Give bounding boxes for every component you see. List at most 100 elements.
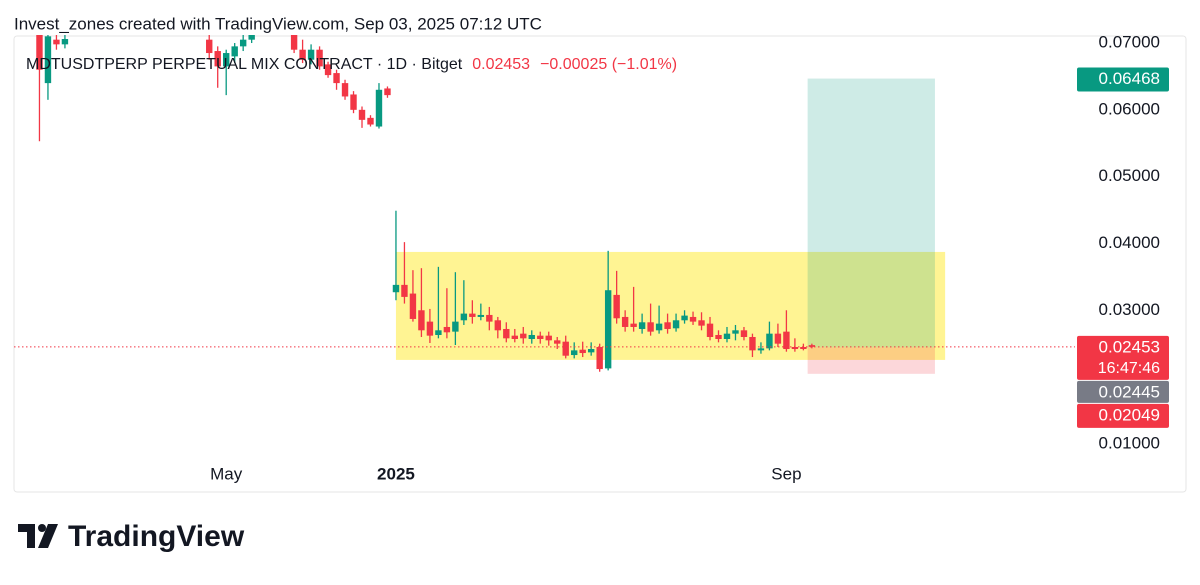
symbol: MDTUSDTPERP PERPETUAL MIX CONTRACT · 1D … <box>26 56 463 73</box>
target-zone <box>807 78 935 348</box>
candle-body <box>36 35 43 70</box>
candle-body <box>409 293 417 319</box>
x-tick-label: May <box>210 464 243 483</box>
candle-body <box>494 320 502 331</box>
candle-body <box>418 310 425 331</box>
y-tick-label: 0.03000 <box>1099 300 1160 319</box>
logo-icon <box>18 524 35 548</box>
candle-body <box>672 320 680 329</box>
candle-body <box>401 284 408 297</box>
candle-body <box>341 83 349 97</box>
candle-body <box>791 347 799 350</box>
candle-body <box>596 347 603 370</box>
candle-body <box>774 333 782 344</box>
candle-body <box>223 53 230 67</box>
entry-label-box <box>1077 380 1169 403</box>
candle-body <box>545 335 552 341</box>
candle-body <box>740 330 748 337</box>
candle-body <box>290 35 298 50</box>
candle-body <box>723 333 731 339</box>
y-tick-label: 0.07000 <box>1099 33 1160 52</box>
candle-body <box>486 314 493 322</box>
candle-body <box>426 321 434 336</box>
chart-title: Invest_zones created with TradingView.co… <box>14 14 542 33</box>
candle-body <box>231 46 238 57</box>
candle-body <box>706 323 714 337</box>
candle-body <box>239 39 247 47</box>
candle-body <box>698 320 705 326</box>
candle-body <box>638 322 646 329</box>
candle-body <box>800 347 807 350</box>
candle-body <box>647 322 654 332</box>
candle-body <box>571 350 578 356</box>
logo: TradingView <box>18 520 245 553</box>
candle-body <box>732 330 739 334</box>
candle-body <box>44 36 52 84</box>
candle-body <box>248 35 255 40</box>
y-tick-label: 0.06000 <box>1099 99 1160 118</box>
candle-body <box>579 349 586 354</box>
candle-body <box>630 323 637 327</box>
y-tick-label: 0.05000 <box>1099 166 1160 185</box>
candle-body <box>604 290 612 369</box>
candle-body <box>443 326 451 333</box>
candle-body <box>214 51 221 67</box>
stop-label-box <box>1077 403 1169 428</box>
candle-body <box>808 345 816 347</box>
candle-body <box>367 117 374 125</box>
candle-body <box>783 331 790 350</box>
candle-body <box>206 39 213 54</box>
candle-body <box>307 49 315 60</box>
candle-body <box>520 333 527 339</box>
candle-body <box>299 49 306 60</box>
candle-body <box>655 323 663 331</box>
stop-zone <box>807 347 935 374</box>
x-tick-label: Sep <box>771 464 801 483</box>
x-tick-label: 2025 <box>377 464 415 483</box>
brand: TradingView <box>68 520 245 553</box>
range-box <box>395 251 946 360</box>
candle-body <box>528 334 535 339</box>
candle-body <box>333 73 340 84</box>
candle-body <box>53 39 60 45</box>
candle-body <box>587 349 595 353</box>
last-price-label: 0.02453 <box>1099 337 1160 356</box>
candle-body <box>749 336 756 351</box>
y-tick-label: 0.01000 <box>1099 433 1160 452</box>
candle-body <box>554 340 561 344</box>
candle-body <box>452 321 459 332</box>
candle-body <box>316 49 323 67</box>
candle-body <box>469 313 476 317</box>
plot-pane <box>14 35 1075 374</box>
candle-body <box>537 335 544 339</box>
candle-body <box>715 334 722 339</box>
candle-body <box>375 89 383 127</box>
entry-label: 0.02445 <box>1099 382 1160 401</box>
candle-body <box>503 328 510 339</box>
candle-body <box>689 316 697 322</box>
candle-body <box>757 348 765 351</box>
candle-body <box>61 39 69 45</box>
candle-body <box>766 333 773 349</box>
last-price: 0.02453 <box>472 56 530 73</box>
logo-icon <box>38 524 58 548</box>
legend: MDTUSDTPERP PERPETUAL MIX CONTRACT · 1D … <box>26 56 677 73</box>
chart-frame <box>13 35 1187 493</box>
stop-label: 0.02049 <box>1099 405 1160 424</box>
candle-body <box>681 315 688 321</box>
candle-body <box>664 322 671 329</box>
candle-body <box>477 314 485 317</box>
candle-body <box>350 94 357 110</box>
target-label: 0.06468 <box>1099 69 1160 88</box>
candle-body <box>621 316 629 327</box>
last-price-label-box <box>1077 335 1169 380</box>
price-change: −0.00025 (−1.01%) <box>540 56 677 73</box>
candle-body <box>324 64 332 76</box>
logo-icon <box>38 524 46 532</box>
candle-body <box>435 330 442 335</box>
candle-body <box>384 88 391 96</box>
candle-body <box>358 109 366 120</box>
candle-body <box>511 335 518 339</box>
candle-body <box>562 341 569 356</box>
